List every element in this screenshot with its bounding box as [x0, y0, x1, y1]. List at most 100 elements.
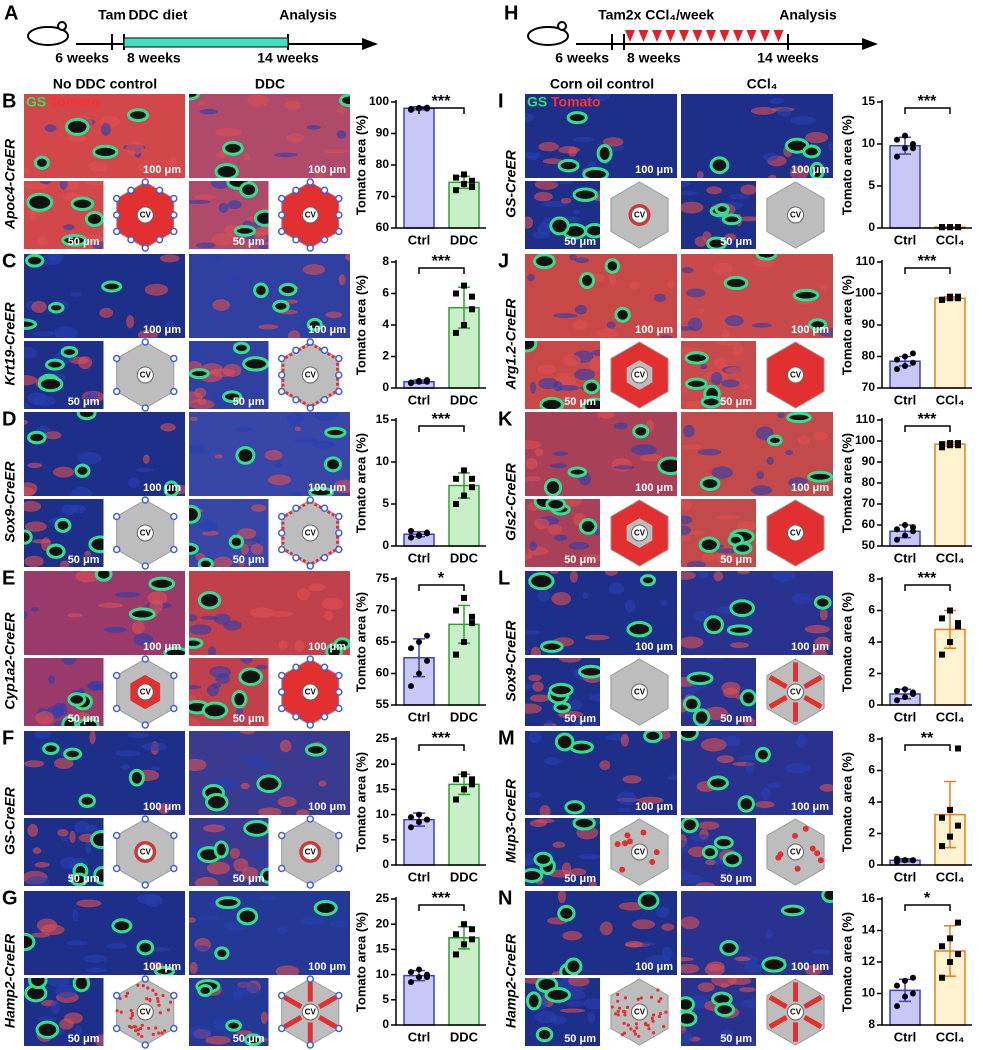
vessel-gs — [698, 536, 720, 553]
micrograph — [681, 94, 833, 178]
tissue-speck — [742, 717, 756, 726]
tissue-speck — [582, 592, 589, 600]
portal-triad — [320, 554, 329, 562]
vessel-gs — [808, 318, 828, 331]
tissue-speck — [721, 329, 730, 338]
y-tick-label: 0 — [382, 1017, 389, 1031]
vessel-gs — [235, 446, 256, 465]
x-tick-label: Ctrl — [894, 232, 916, 247]
tissue-speck — [233, 858, 249, 872]
tissue-speck — [729, 642, 750, 649]
tissue-speck — [691, 995, 709, 1010]
tissue-speck — [756, 471, 765, 480]
tissue-speck — [750, 106, 777, 115]
portal-triad — [320, 713, 329, 721]
tissue-speck — [44, 124, 57, 132]
vessel-gs — [639, 574, 657, 587]
zone — [126, 991, 130, 995]
portal-triad — [170, 194, 178, 203]
x-tick-label: Ctrl — [408, 232, 430, 247]
x-tick-label: Ctrl — [408, 1029, 430, 1044]
x-tick-label: CCl₄ — [936, 1029, 965, 1044]
tissue-speck — [711, 978, 737, 987]
tissue-speck — [706, 961, 725, 972]
central-vein — [301, 206, 319, 224]
portal-triad — [170, 354, 178, 363]
tissue-speck — [270, 610, 294, 617]
central-vein — [787, 683, 804, 701]
micrograph — [24, 658, 104, 726]
y-tick-label: 8 — [868, 571, 875, 585]
vessel-gs — [685, 377, 708, 391]
tissue-speck — [713, 262, 733, 274]
vessel-gs — [37, 376, 64, 393]
gene-label: GS-CreER — [503, 149, 519, 218]
tissue-speck — [103, 626, 127, 633]
tissue-speck — [813, 431, 828, 441]
tissue-speck — [624, 599, 636, 612]
portal-triad — [112, 1024, 121, 1033]
tissue-speck — [568, 541, 590, 550]
tissue-speck — [135, 468, 154, 473]
portal-triad — [335, 864, 343, 873]
scale-bar-label: 50 μm — [564, 554, 596, 566]
significance-bracket — [418, 425, 465, 432]
vessel-gs — [707, 775, 729, 791]
zone — [614, 841, 621, 848]
tissue-speck — [525, 440, 542, 449]
tissue-speck — [296, 809, 310, 815]
data-point — [424, 529, 430, 536]
vessel-gs — [604, 258, 621, 274]
lobule-schematic: CV — [766, 341, 825, 409]
tissue-speck — [68, 356, 90, 365]
tissue-speck — [160, 423, 176, 432]
vessel-gs — [754, 746, 771, 763]
vessel-gs — [88, 535, 104, 554]
vessel-gs — [154, 965, 176, 975]
tissue-speck — [739, 384, 750, 390]
vessel-gs — [26, 192, 54, 212]
data-point — [461, 171, 467, 178]
scale-bar-label: 100 μm — [143, 961, 181, 973]
tissue-speck — [41, 254, 62, 265]
tissue-speck — [258, 244, 269, 249]
tissue-speck — [25, 876, 50, 886]
vessel-gs — [35, 1020, 60, 1039]
zone — [283, 994, 303, 1009]
data-point — [461, 467, 467, 474]
tissue-speck — [616, 791, 637, 805]
tissue-speck — [251, 536, 261, 546]
y-axis-label: Tomato area (%) — [839, 433, 854, 533]
vessel-gs — [92, 144, 119, 159]
tissue-speck — [754, 258, 776, 268]
micrograph — [525, 731, 677, 815]
scale-bar-label: 50 μm — [720, 1033, 752, 1045]
data-point — [408, 105, 414, 112]
y-tick-label: 6 — [382, 286, 389, 300]
tissue-speck — [71, 487, 93, 496]
zone — [318, 994, 338, 1009]
data-point — [894, 536, 900, 543]
portal-triad — [141, 721, 149, 729]
tissue-speck — [189, 718, 201, 726]
zone — [768, 994, 788, 1009]
central-vein — [787, 1003, 804, 1021]
tissue-speck — [711, 466, 733, 479]
vessel-gs — [47, 302, 65, 314]
tissue-speck — [24, 610, 28, 620]
vessel-gs — [719, 940, 739, 956]
portal-triad — [292, 504, 300, 512]
portal-triad — [277, 704, 286, 713]
lobule-schematic: CV — [112, 178, 178, 252]
tissue-speck — [211, 233, 237, 246]
portal-triad — [320, 504, 329, 512]
vessel-gs — [755, 254, 778, 261]
zone — [640, 829, 647, 836]
week-label: 14 weeks — [257, 50, 319, 66]
tissue-speck — [227, 200, 242, 210]
portal-triad — [112, 831, 121, 840]
portal-triad — [306, 881, 314, 889]
vessel-gs — [64, 117, 90, 136]
tissue-speck — [278, 640, 288, 650]
tissue-speck — [106, 943, 128, 949]
